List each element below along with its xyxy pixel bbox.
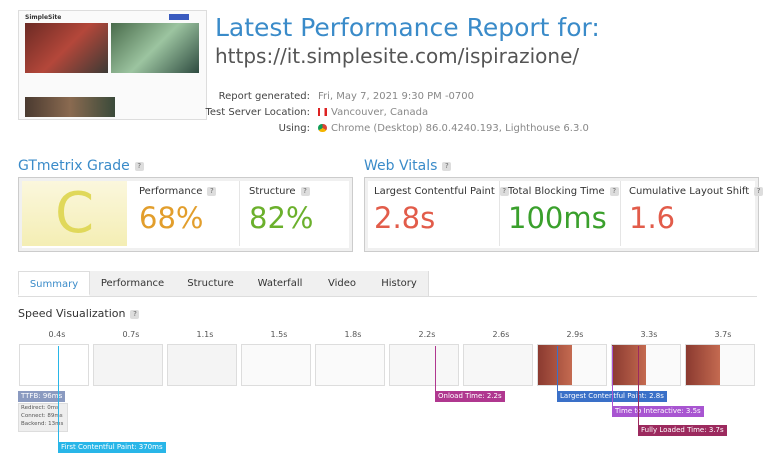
meta-label: Using:: [278, 123, 310, 134]
help-icon: ?: [442, 161, 452, 171]
ttfb-label: TTFB: 96ms: [18, 391, 66, 402]
frame: [93, 344, 163, 386]
vital-value: 1.6: [629, 201, 676, 235]
divider: [620, 181, 621, 246]
metric-label: Performance?: [139, 186, 217, 197]
marker-line: [612, 346, 613, 411]
meta-value-text: Fri, May 7, 2021 9:30 PM -0700: [318, 91, 475, 102]
marker-label: Time to Interactive: 3.5s: [612, 406, 704, 417]
metric-value: 68%: [139, 201, 204, 235]
help-icon: ?: [300, 186, 310, 196]
frame: [167, 344, 237, 386]
vital-label: Total Blocking Time?: [508, 186, 619, 197]
speed-title-text: Speed Visualization: [18, 307, 126, 320]
marker-label: Fully Loaded Time: 3.7s: [638, 425, 727, 436]
thumbnail-image: [25, 23, 108, 73]
time-label: 2.2s: [418, 330, 436, 339]
help-icon: ?: [499, 186, 509, 196]
tab[interactable]: Waterfall: [246, 271, 315, 296]
vital-label-text: Total Blocking Time: [508, 186, 605, 197]
help-icon: ?: [134, 161, 144, 171]
vitals-title-text: Web Vitals: [364, 158, 438, 174]
tab[interactable]: History: [370, 271, 429, 296]
metric-label-text: Structure: [249, 186, 296, 197]
meta-value: Chrome (Desktop) 86.0.4240.193, Lighthou…: [318, 123, 589, 134]
help-icon: ?: [609, 186, 619, 196]
marker-line: [435, 346, 436, 396]
thumbnail-button: [169, 14, 189, 20]
frame: [241, 344, 311, 386]
marker-label: First Contentful Paint: 370ms: [58, 442, 166, 453]
thumbnail: SimpleSite: [18, 10, 207, 120]
thumbnail-brand: SimpleSite: [25, 14, 62, 21]
time-label: 2.9s: [566, 330, 584, 339]
marker-line: [638, 346, 639, 430]
frame: [611, 344, 681, 386]
divider: [239, 181, 240, 246]
time-label: 0.7s: [122, 330, 140, 339]
time-label: 0.4s: [48, 330, 66, 339]
help-icon: ?: [207, 186, 217, 196]
marker-label: Largest Contentful Paint: 2.8s: [557, 391, 667, 402]
frame: [537, 344, 607, 386]
time-label: 2.6s: [492, 330, 510, 339]
help-icon: ?: [130, 309, 140, 319]
tab[interactable]: Summary: [18, 271, 90, 296]
speed-title: Speed Visualization?: [18, 307, 140, 320]
report-title: Latest Performance Report for:: [215, 13, 600, 42]
chrome-icon: [318, 124, 327, 132]
time-label: 1.1s: [196, 330, 214, 339]
meta-label: Report generated:: [218, 91, 310, 102]
frame: [19, 344, 89, 386]
meta-value-text: Vancouver, Canada: [331, 107, 429, 118]
tab[interactable]: Structure: [175, 271, 247, 296]
ttfb-detail: Backend: 13ms: [21, 421, 64, 427]
tab-rule: [18, 296, 757, 297]
tab[interactable]: Performance: [90, 271, 176, 296]
thumbnail-image: [25, 97, 115, 117]
ttfb-details: Redirect: 0ms Connect: 89ms Backend: 13ms: [18, 403, 68, 432]
frame: [463, 344, 533, 386]
grade-letter: C: [22, 181, 127, 246]
marker-line: [557, 346, 558, 396]
vital-label-text: Largest Contentful Paint: [374, 186, 495, 197]
time-label: 1.8s: [344, 330, 362, 339]
marker-label: Onload Time: 2.2s: [435, 391, 505, 402]
flag-icon: [318, 108, 327, 116]
meta-value: Fri, May 7, 2021 9:30 PM -0700: [318, 91, 474, 102]
vital-value: 100ms: [508, 201, 607, 235]
grade-title-text: GTmetrix Grade: [18, 158, 130, 174]
time-label: 1.5s: [270, 330, 288, 339]
vital-label: Cumulative Layout Shift?: [629, 186, 764, 197]
time-label: 3.7s: [714, 330, 732, 339]
help-icon: ?: [754, 186, 764, 196]
vitals-box: [364, 177, 759, 252]
tab[interactable]: Video: [314, 271, 371, 296]
metric-label: Structure?: [249, 186, 310, 197]
time-label: 3.3s: [640, 330, 658, 339]
ttfb-detail: Redirect: 0ms: [21, 405, 60, 411]
metric-value: 82%: [249, 201, 314, 235]
vitals-title: Web Vitals?: [364, 158, 452, 174]
grade-title: GTmetrix Grade?: [18, 158, 144, 174]
frame: [389, 344, 459, 386]
ttfb-detail: Connect: 89ms: [21, 413, 63, 419]
meta-value-text: Chrome (Desktop) 86.0.4240.193, Lighthou…: [331, 123, 589, 134]
frame: [315, 344, 385, 386]
vital-value: 2.8s: [374, 201, 436, 235]
metric-label-text: Performance: [139, 186, 203, 197]
marker-line: [58, 346, 59, 447]
report-url: https://it.simplesite.com/ispirazione/: [215, 44, 580, 68]
thumbnail-image: [111, 23, 199, 73]
vital-label-text: Cumulative Layout Shift: [629, 186, 750, 197]
divider: [499, 181, 500, 246]
vital-label: Largest Contentful Paint?: [374, 186, 509, 197]
frame: [685, 344, 755, 386]
meta-label: Test Server Location:: [205, 107, 310, 118]
meta-value: Vancouver, Canada: [318, 107, 428, 118]
